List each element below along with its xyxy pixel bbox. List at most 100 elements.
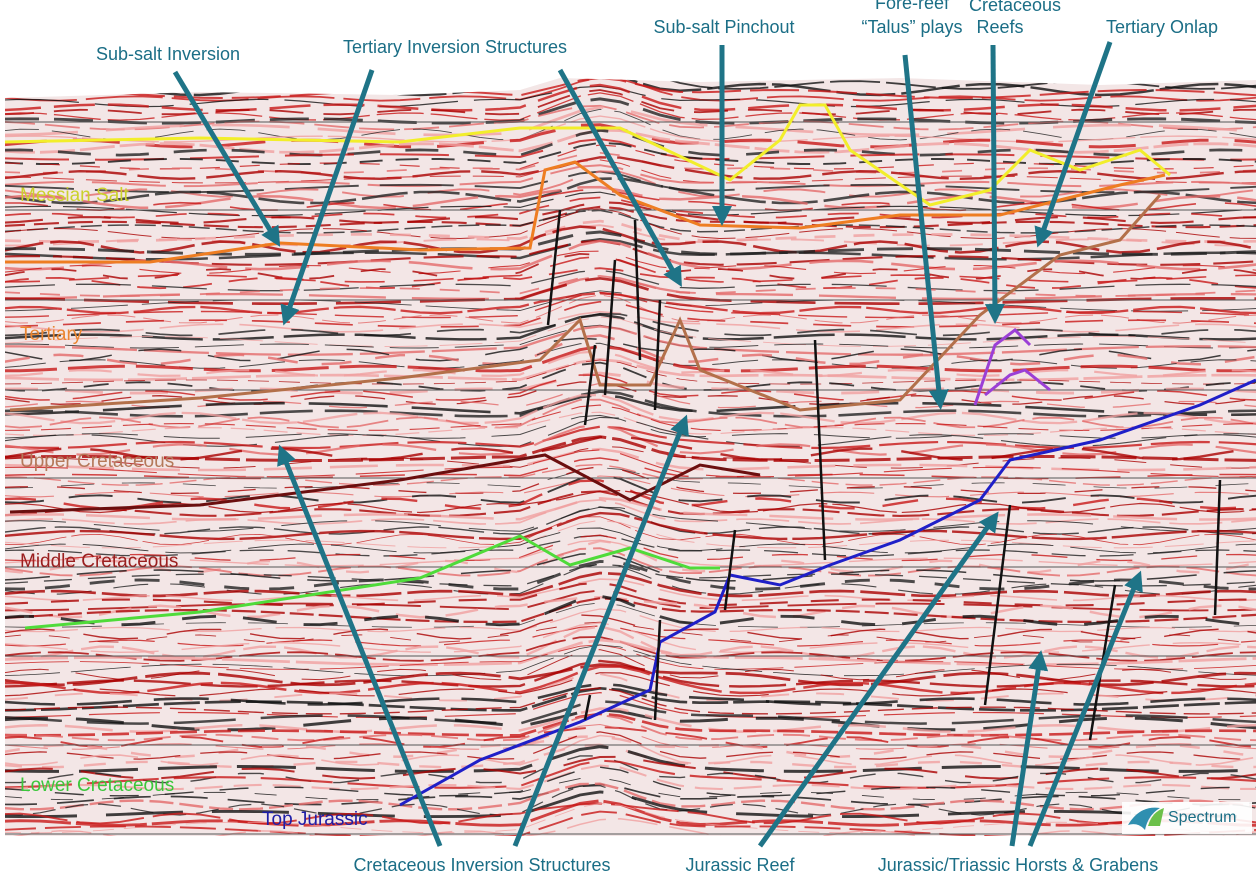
reflector <box>5 802 1256 834</box>
reflector <box>5 621 1256 643</box>
reflector <box>5 255 1256 283</box>
reflector <box>5 129 1256 157</box>
reflector <box>5 614 1256 640</box>
reflector <box>5 350 1256 378</box>
reflector <box>5 682 1256 706</box>
reflector <box>5 237 1256 261</box>
reflector <box>5 159 1256 184</box>
reflector <box>5 708 1256 732</box>
reflector <box>5 534 1256 562</box>
reflector <box>5 686 1256 712</box>
reflector <box>5 374 1256 401</box>
reflector <box>5 563 1256 595</box>
reflector <box>5 156 1256 181</box>
reflector <box>5 479 1256 510</box>
reflector <box>5 707 1256 734</box>
callout: Fore-reef <box>875 0 950 13</box>
reflector <box>5 361 1256 392</box>
reflector <box>5 275 1256 301</box>
reflector <box>5 337 1256 362</box>
reflector <box>5 83 1256 112</box>
reflector <box>5 713 1256 742</box>
reflector <box>5 516 1256 546</box>
reflector <box>5 578 1256 602</box>
reflector <box>5 672 1256 697</box>
callout: Cretaceous Inversion Structures <box>353 855 610 875</box>
reflector <box>5 435 1256 461</box>
reflector <box>5 534 1256 557</box>
reflector <box>5 782 1256 811</box>
reflector <box>5 731 1256 760</box>
logo: Spectrum <box>1122 802 1252 834</box>
reflector <box>5 144 1256 170</box>
reflector <box>5 445 1256 469</box>
reflector <box>5 449 1256 478</box>
reflector <box>5 785 1256 816</box>
reflector <box>5 250 1256 275</box>
reflector <box>5 475 1256 498</box>
reflector <box>5 425 1256 450</box>
reflector <box>5 465 1256 495</box>
reflector <box>5 358 1256 382</box>
arrows <box>172 41 1143 848</box>
reflector <box>5 325 1256 356</box>
reflector <box>5 547 1256 577</box>
callout: Tertiary Onlap <box>1106 17 1218 37</box>
grid-lines <box>5 121 1256 835</box>
reflector <box>5 734 1256 766</box>
reflector <box>5 404 1256 431</box>
top-callouts: Sub-salt Inversion Tertiary Inversion St… <box>96 0 1218 64</box>
reflector <box>5 225 1256 254</box>
horizon-label: Upper Cretaceous <box>20 451 174 472</box>
reflector <box>5 435 1256 462</box>
reflector <box>5 818 1256 836</box>
reflector <box>5 506 1256 532</box>
callout: Sub-salt Pinchout <box>653 17 794 37</box>
reflector <box>5 735 1256 759</box>
reflector <box>5 687 1256 715</box>
reflector <box>5 595 1256 619</box>
reflector <box>5 393 1256 417</box>
reflector <box>5 726 1256 749</box>
horizon-labels: Messian Salt Tertiary Upper Cretaceous M… <box>20 185 368 830</box>
reflector <box>5 802 1256 825</box>
reflector <box>5 414 1256 439</box>
horizon-label: Lower Cretaceous <box>20 775 174 796</box>
reflector <box>5 474 1256 504</box>
reflector <box>5 393 1256 425</box>
reflector <box>5 239 1256 271</box>
reflector <box>5 700 1256 725</box>
reflector <box>5 276 1256 306</box>
reflector <box>5 764 1256 791</box>
reflector <box>5 589 1256 612</box>
reflector <box>5 506 1256 535</box>
callout: Reefs <box>976 17 1023 37</box>
reflector <box>5 291 1256 319</box>
callout: “Talus” plays <box>861 17 962 37</box>
reflector <box>5 608 1256 633</box>
reflector <box>5 300 1256 328</box>
reflector <box>5 411 1256 437</box>
horizon-label: Messian Salt <box>20 185 129 206</box>
reflector <box>5 416 1256 447</box>
reflector <box>5 511 1256 541</box>
reflector <box>5 499 1256 525</box>
reflector <box>5 89 1256 116</box>
reflector <box>5 602 1256 628</box>
horizon-label: Tertiary <box>20 324 83 345</box>
reflector <box>5 316 1256 347</box>
reflector <box>5 294 1256 324</box>
callout: Tertiary Inversion Structures <box>343 37 567 57</box>
reflector <box>5 810 1256 836</box>
bottom-callouts: Cretaceous Inversion Structures Jurassic… <box>353 855 1158 875</box>
reflector <box>5 539 1256 574</box>
reflector <box>5 644 1256 670</box>
reflector <box>5 267 1256 290</box>
reflector <box>5 123 1256 149</box>
seismic-texture <box>5 78 1256 836</box>
reflector <box>5 594 1256 627</box>
reflector <box>5 463 1256 486</box>
reflector <box>5 663 1256 687</box>
callout: Jurassic Reef <box>685 855 795 875</box>
